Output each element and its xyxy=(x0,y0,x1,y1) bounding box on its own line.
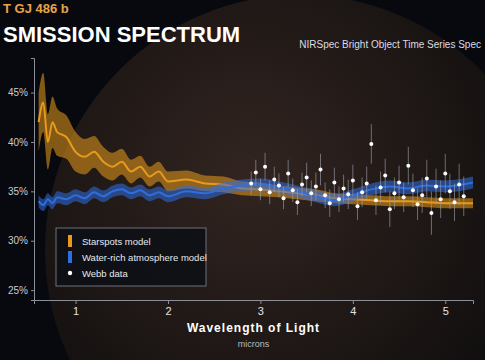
x-axis-line xyxy=(35,301,474,305)
data-point xyxy=(369,142,373,146)
data-point xyxy=(462,194,466,198)
y-tick-mark xyxy=(31,191,34,192)
data-point xyxy=(379,185,383,189)
data-point xyxy=(314,184,318,188)
y-tick-mark xyxy=(31,93,34,94)
data-point xyxy=(365,181,369,185)
annotation: NIRSpec Bright Object Time Series Spec xyxy=(299,39,481,50)
chart: T GJ 486 b SMISSION SPECTRUM NIRSpec Brigh… xyxy=(0,0,485,360)
data-point xyxy=(309,191,313,195)
x-tick-label: 2 xyxy=(165,305,171,317)
data-point xyxy=(453,200,457,204)
data-point xyxy=(420,193,424,197)
data-point xyxy=(434,184,438,188)
data-point xyxy=(351,178,355,182)
y-tick: 35% xyxy=(8,186,34,197)
data-point xyxy=(305,176,309,180)
data-point xyxy=(425,177,429,181)
legend-label: Webb data xyxy=(82,268,128,279)
data-point xyxy=(397,180,401,184)
x-tick-label: 4 xyxy=(350,305,356,317)
data-point xyxy=(411,188,415,192)
data-point xyxy=(360,190,364,194)
data-point xyxy=(457,182,461,186)
data-point xyxy=(323,193,327,197)
data-point xyxy=(291,188,295,192)
data-point xyxy=(328,201,332,205)
data-point xyxy=(282,196,286,200)
subtitle: T GJ 486 b xyxy=(3,1,69,16)
data-point xyxy=(337,197,341,201)
y-tick: 30% xyxy=(8,235,34,246)
x-tick-label: 1 xyxy=(73,305,79,317)
plot-marks xyxy=(39,73,473,235)
x-axis-title: Wavelength of Light xyxy=(187,321,320,335)
x-tick-mark xyxy=(260,300,261,304)
data-point xyxy=(277,183,281,187)
data-point xyxy=(254,171,258,175)
x-tick-mark xyxy=(76,300,77,304)
y-tick: 45% xyxy=(8,87,34,98)
data-point xyxy=(416,202,420,206)
legend-label: Water-rich atmosphere model xyxy=(82,252,207,263)
data-point xyxy=(374,198,378,202)
data-point xyxy=(443,172,447,176)
data-point xyxy=(268,190,272,194)
data-point xyxy=(355,204,359,208)
legend-label: Starspots model xyxy=(82,236,151,247)
legend-swatch xyxy=(68,235,72,247)
x-tick: 5 xyxy=(443,300,449,317)
x-tick-label: 3 xyxy=(258,305,264,317)
legend-swatch xyxy=(68,271,72,275)
data-point xyxy=(439,197,443,201)
y-tick-mark xyxy=(31,290,34,291)
data-point xyxy=(332,180,336,184)
y-axis-line xyxy=(31,59,35,301)
y-tick-mark xyxy=(31,241,34,242)
x-axis-units: microns xyxy=(238,339,270,349)
x-axis: 1 2 3 4 5 xyxy=(35,300,474,317)
x-tick: 3 xyxy=(258,300,264,317)
x-tick-mark xyxy=(168,300,169,304)
model-line xyxy=(39,182,473,205)
data-point xyxy=(249,181,253,185)
data-point xyxy=(272,177,276,181)
data-point xyxy=(448,189,452,193)
data-point xyxy=(346,192,350,196)
data-point xyxy=(342,186,346,190)
data-point xyxy=(258,187,262,191)
x-tick-mark xyxy=(445,300,446,304)
data-point xyxy=(286,172,290,176)
x-tick-mark xyxy=(353,300,354,304)
data-point xyxy=(392,191,396,195)
y-tick-label: 45% xyxy=(8,87,28,98)
legend-swatch xyxy=(68,251,72,263)
y-axis: 25% 30% 35% 40% 45% xyxy=(8,59,35,301)
y-tick: 25% xyxy=(8,285,34,296)
y-tick-label: 40% xyxy=(8,137,28,148)
data-point xyxy=(406,164,410,168)
data-point xyxy=(429,211,433,215)
y-tick-label: 25% xyxy=(8,285,28,296)
legend: Starspots model Water-rich atmosphere mod… xyxy=(56,228,207,286)
data-point xyxy=(300,182,304,186)
y-tick-label: 30% xyxy=(8,235,28,246)
data-point xyxy=(383,174,387,178)
x-tick-label: 5 xyxy=(443,305,449,317)
data-point xyxy=(402,195,406,199)
data-point xyxy=(388,207,392,211)
x-tick: 2 xyxy=(165,300,171,317)
x-tick: 4 xyxy=(350,300,356,317)
title: SMISSION SPECTRUM xyxy=(3,22,240,47)
legend-box xyxy=(56,228,206,286)
y-tick: 40% xyxy=(8,137,34,148)
data-point xyxy=(295,200,299,204)
data-point xyxy=(319,168,323,172)
data-point xyxy=(263,165,267,169)
y-tick-label: 35% xyxy=(8,186,28,197)
y-tick-mark xyxy=(31,142,34,143)
x-tick: 1 xyxy=(73,300,79,317)
